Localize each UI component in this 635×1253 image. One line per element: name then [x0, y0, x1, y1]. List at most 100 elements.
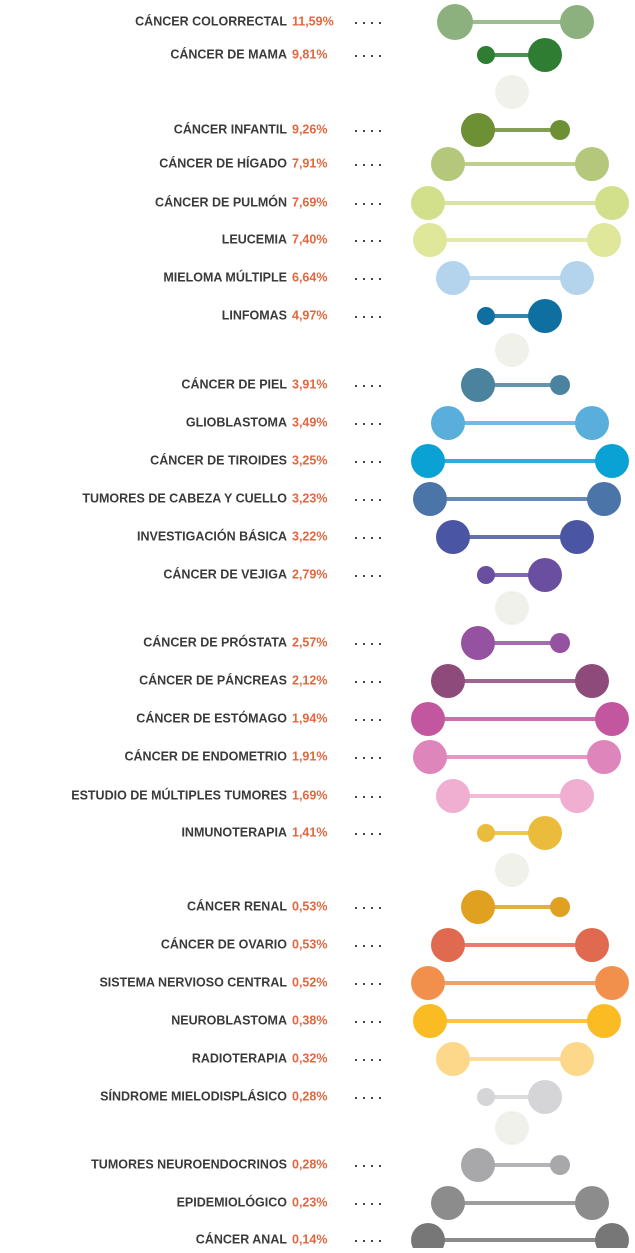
item-label: INVESTIGACIÓN BÁSICA	[137, 528, 287, 543]
item-label: CÁNCER INFANTIL	[174, 121, 288, 136]
item-label: LINFOMAS	[222, 308, 287, 322]
helix-ball	[477, 1088, 495, 1106]
helix-ball	[411, 966, 445, 1000]
item-value: 0,14%	[292, 1232, 327, 1246]
helix-ball	[550, 633, 570, 653]
helix-ball	[575, 406, 609, 440]
item-label: CÁNCER ANAL	[196, 1231, 288, 1246]
item-label: CÁNCER DE TIROIDES	[150, 452, 287, 467]
helix-ball	[477, 46, 495, 64]
helix-ball	[413, 1004, 447, 1038]
item-value: 3,23%	[292, 491, 327, 505]
helix-ball	[560, 1042, 594, 1076]
helix-ball	[587, 482, 621, 516]
item-value: 0,52%	[292, 975, 327, 989]
helix-ball	[437, 4, 473, 40]
item-value: 1,94%	[292, 711, 327, 725]
item-label: CÁNCER COLORRECTAL	[135, 13, 287, 28]
item-value: 7,91%	[292, 156, 327, 170]
helix-ball	[436, 1042, 470, 1076]
item-label: CÁNCER DE PULMÓN	[155, 194, 287, 209]
item-label: SISTEMA NERVIOSO CENTRAL	[99, 975, 287, 989]
helix-ball	[413, 482, 447, 516]
item-label: CÁNCER DE MAMA	[170, 46, 287, 61]
item-value: 11,59%	[292, 14, 334, 28]
helix-ball	[431, 406, 465, 440]
item-value: 1,69%	[292, 788, 327, 802]
helix-ball	[528, 299, 562, 333]
item-value: 0,32%	[292, 1051, 327, 1065]
helix-ball	[587, 740, 621, 774]
item-value: 9,81%	[292, 47, 327, 61]
helix-ball	[431, 147, 465, 181]
item-label: ESTUDIO DE MÚLTIPLES TUMORES	[71, 787, 287, 802]
helix-ball	[436, 779, 470, 813]
helix-ball	[560, 261, 594, 295]
item-label: TUMORES NEUROENDOCRINOS	[91, 1157, 287, 1171]
item-label: GLIOBLASTOMA	[186, 415, 287, 429]
helix-ball	[528, 1080, 562, 1114]
item-value: 0,23%	[292, 1195, 327, 1209]
item-value: 0,28%	[292, 1157, 327, 1171]
helix-ball	[528, 38, 562, 72]
item-label: CÁNCER DE ENDOMETRIO	[124, 748, 287, 763]
item-value: 7,40%	[292, 232, 327, 246]
item-value: 0,28%	[292, 1089, 327, 1103]
helix-ball	[461, 1148, 495, 1182]
helix-ball	[575, 928, 609, 962]
helix-ball	[528, 816, 562, 850]
item-label: NEUROBLASTOMA	[171, 1013, 287, 1027]
item-label: CÁNCER DE OVARIO	[161, 936, 287, 951]
helix-ball	[575, 664, 609, 698]
helix-ball	[461, 626, 495, 660]
item-value: 2,57%	[292, 635, 327, 649]
helix-ball	[550, 120, 570, 140]
helix-ball	[413, 740, 447, 774]
helix-ball	[575, 147, 609, 181]
helix-ball	[477, 566, 495, 584]
item-label: CÁNCER RENAL	[187, 898, 287, 913]
helix-ball	[560, 520, 594, 554]
item-value: 4,97%	[292, 308, 327, 322]
helix-ball	[595, 1223, 629, 1253]
item-value: 3,25%	[292, 453, 327, 467]
helix-ball	[431, 928, 465, 962]
helix-ball	[575, 1186, 609, 1220]
helix-ball	[411, 444, 445, 478]
helix-ball	[431, 664, 465, 698]
helix-ball	[411, 1223, 445, 1253]
helix-ball	[595, 444, 629, 478]
helix-ball	[587, 1004, 621, 1038]
helix-ball	[461, 113, 495, 147]
item-label: TUMORES DE CABEZA Y CUELLO	[82, 491, 287, 505]
item-value: 0,53%	[292, 899, 327, 913]
helix-ball	[411, 186, 445, 220]
item-value: 0,53%	[292, 937, 327, 951]
item-label: LEUCEMIA	[222, 232, 287, 246]
helix-gap-ball	[495, 1111, 529, 1145]
helix-gap-ball	[495, 333, 529, 367]
item-value: 6,64%	[292, 270, 327, 284]
item-value: 2,12%	[292, 673, 327, 687]
item-value: 7,69%	[292, 195, 327, 209]
item-label: CÁNCER DE PÁNCREAS	[139, 672, 287, 687]
item-label: CÁNCER DE HÍGADO	[159, 155, 287, 170]
helix-ball	[595, 966, 629, 1000]
helix-gap-ball	[495, 591, 529, 625]
item-label: SÍNDROME MIELODISPLÁSICO	[100, 1088, 287, 1103]
helix-ball	[595, 186, 629, 220]
helix-ball	[587, 223, 621, 257]
item-label: CÁNCER DE VEJIGA	[163, 566, 287, 581]
helix-ball	[413, 223, 447, 257]
item-label: EPIDEMIOLÓGICO	[177, 1194, 288, 1209]
helix-ball	[436, 520, 470, 554]
item-label: CÁNCER DE PRÓSTATA	[143, 634, 287, 649]
helix-gap-ball	[495, 853, 529, 887]
item-value: 3,22%	[292, 529, 327, 543]
item-label: CÁNCER DE PIEL	[181, 376, 287, 391]
helix-ball	[550, 375, 570, 395]
item-value: 1,91%	[292, 749, 327, 763]
helix-ball	[550, 1155, 570, 1175]
item-label: INMUNOTERAPIA	[181, 825, 287, 839]
